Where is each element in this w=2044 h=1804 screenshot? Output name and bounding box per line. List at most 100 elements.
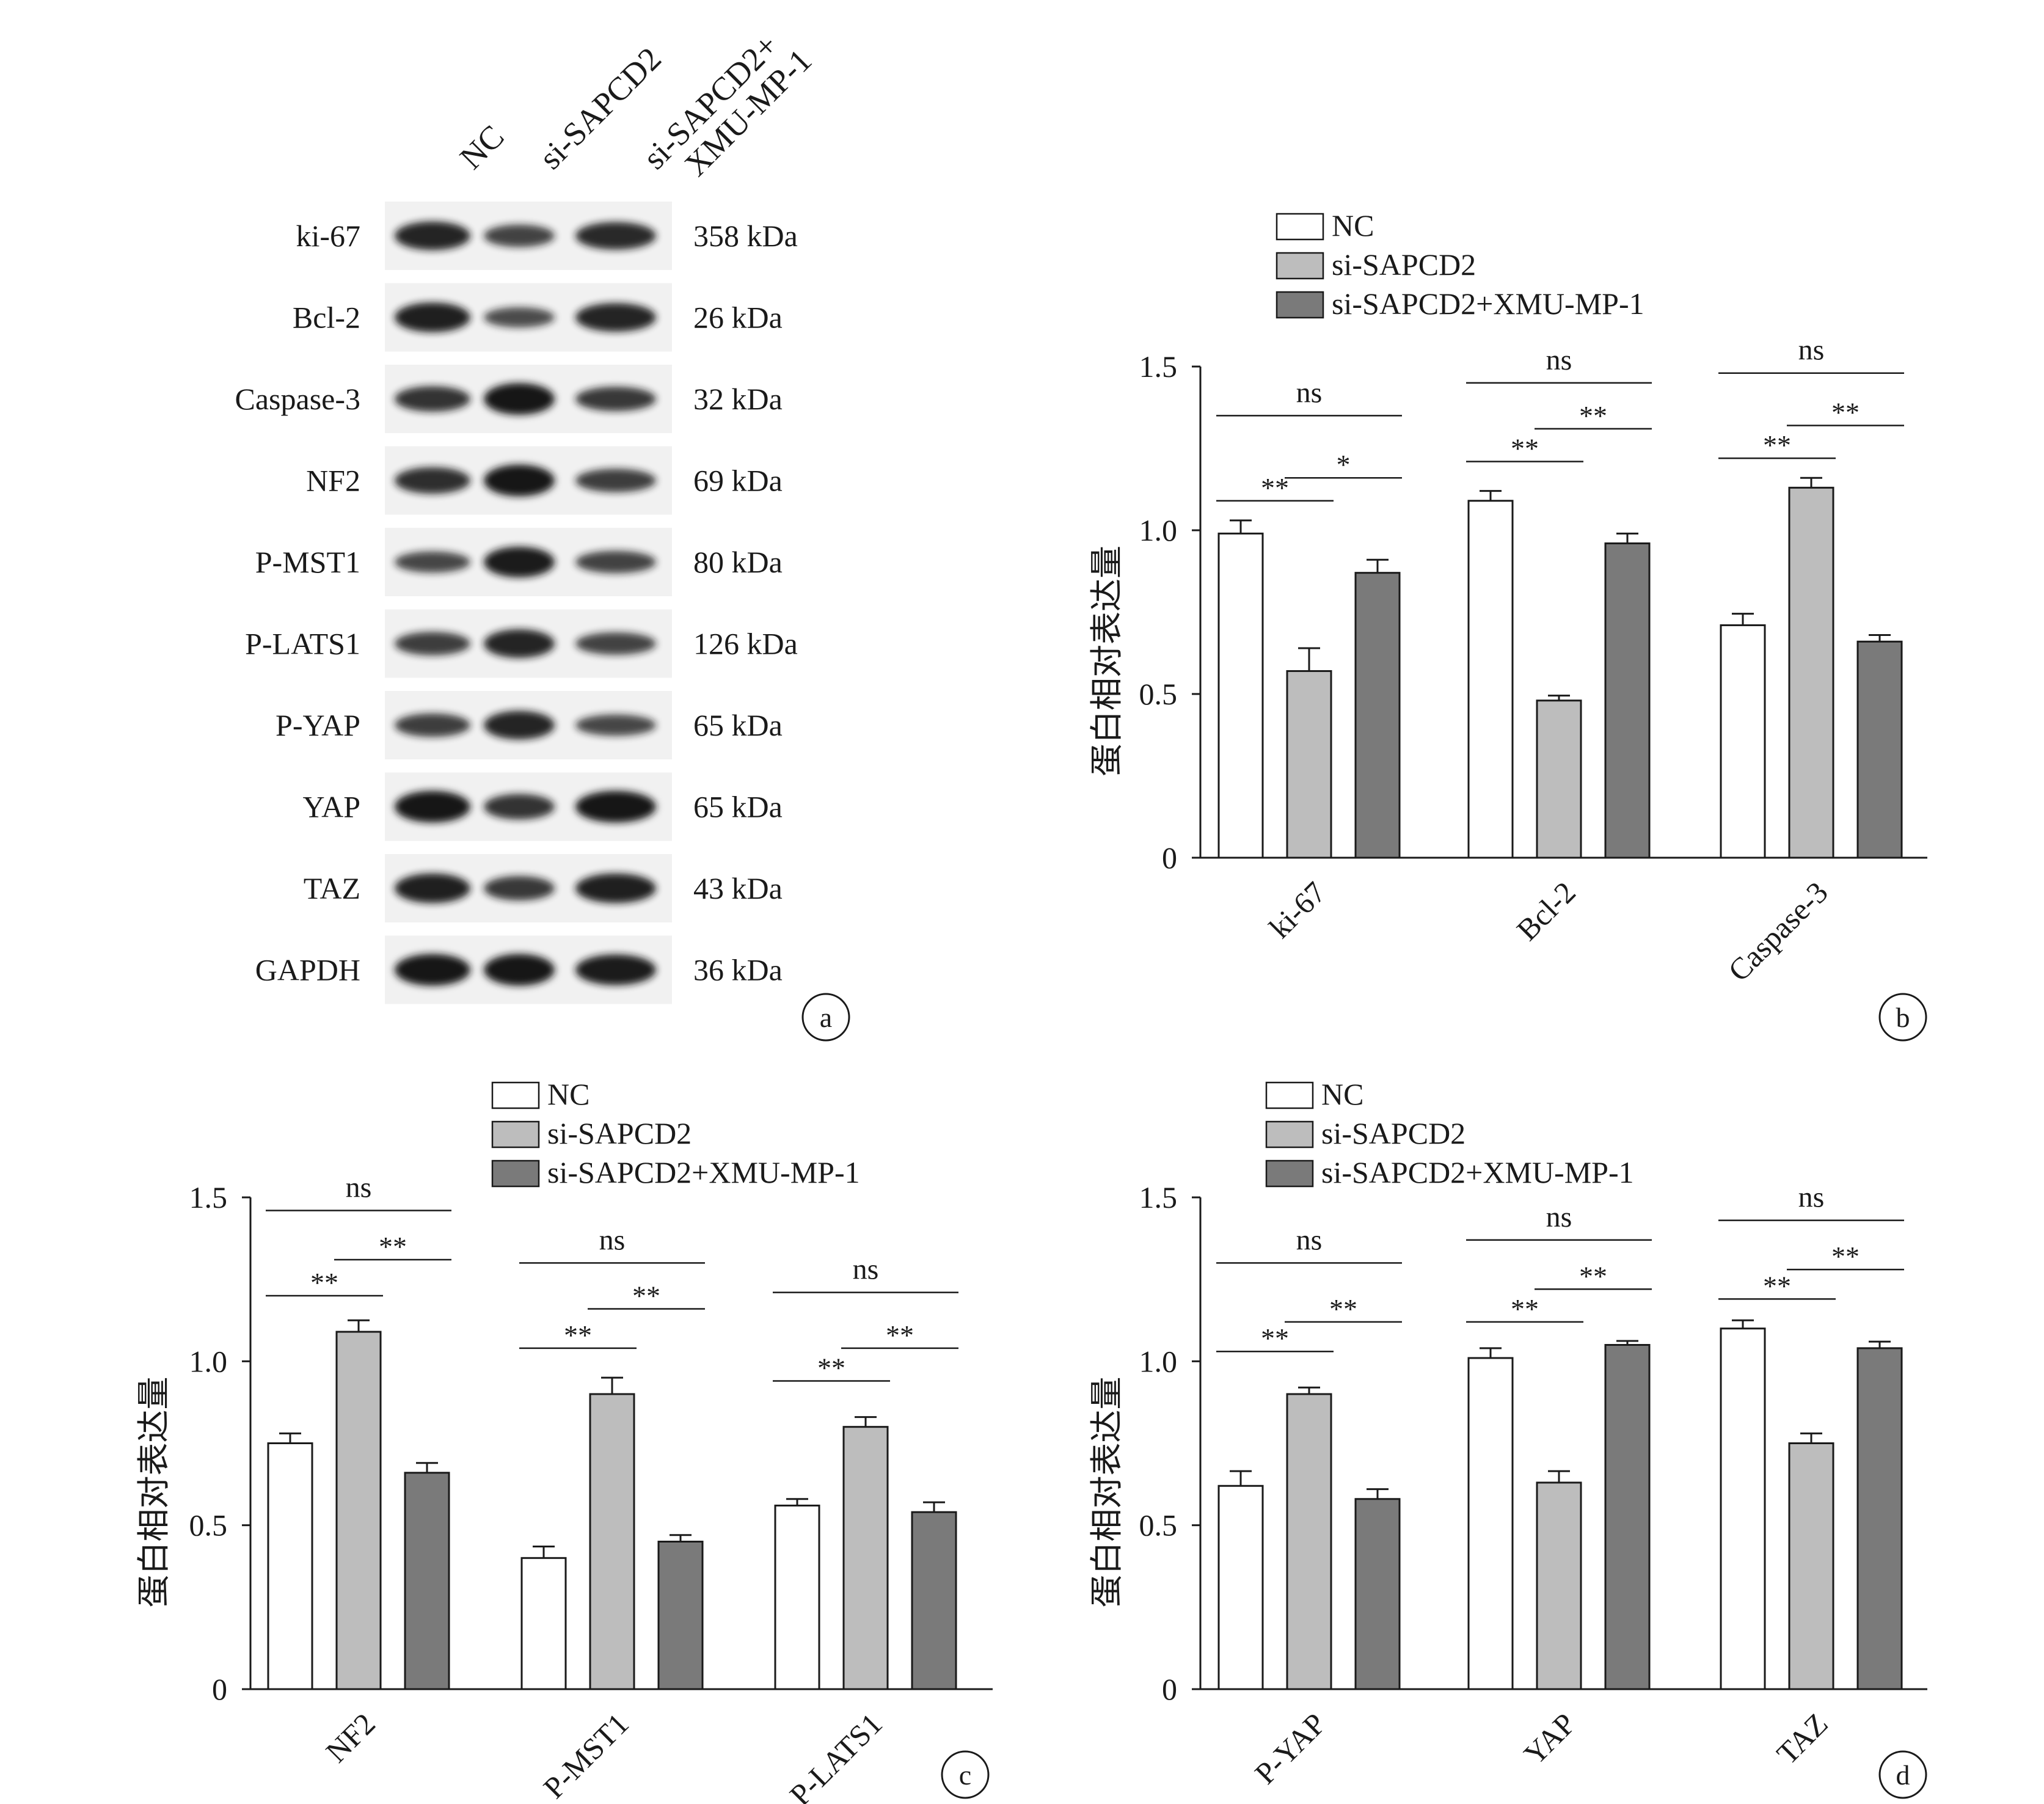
y-tick-label-3: 1.5 xyxy=(1139,349,1178,384)
y-tick-label-0: 0 xyxy=(1162,841,1177,875)
panel-a-label-circle xyxy=(801,993,850,1042)
blot-band-5-1 xyxy=(484,629,555,658)
x-tick-group-2: Caspase-3 xyxy=(1721,875,1834,988)
sig-label-6: ns xyxy=(1798,334,1825,367)
legend-label-2: si-SAPCD2+XMU-MP-1 xyxy=(547,1155,860,1189)
legend-label-2: si-SAPCD2+XMU-MP-1 xyxy=(1332,287,1644,321)
blot-band-3-0 xyxy=(395,467,470,494)
legend-label-2: si-SAPCD2+XMU-MP-1 xyxy=(1321,1155,1634,1189)
y-tick-label-2: 1.0 xyxy=(1139,513,1178,547)
legend-swatch-1 xyxy=(491,1120,540,1148)
legend-swatch-2 xyxy=(1276,291,1324,319)
bar-2-2 xyxy=(1856,1347,1903,1690)
x-tick-group-0: ki-67 xyxy=(1263,875,1332,944)
blot-band-1-1 xyxy=(484,307,555,328)
x-tick-label-2: Caspase-3 xyxy=(1721,875,1834,988)
size-label-7: 65 kDa xyxy=(693,790,783,824)
sig-label-5: ** xyxy=(1579,400,1607,431)
sig-label-1: ** xyxy=(310,1267,338,1298)
size-label-8: 43 kDa xyxy=(693,871,783,905)
sig-label-7: ** xyxy=(1763,429,1791,461)
y-tick-label-2: 1.0 xyxy=(189,1344,228,1378)
sig-label-6: ns xyxy=(853,1254,879,1286)
sig-label-2: ** xyxy=(1329,1293,1357,1324)
panel-c-label: c xyxy=(959,1759,971,1791)
sig-label-2: ** xyxy=(379,1231,407,1262)
legend-label-1: si-SAPCD2 xyxy=(1321,1116,1465,1150)
legend-swatch-2 xyxy=(1265,1159,1314,1188)
sig-label-2: * xyxy=(1337,449,1351,480)
bar-0-2 xyxy=(404,1472,450,1690)
sig-label-4: ** xyxy=(1511,1293,1539,1324)
blot-band-7-1 xyxy=(484,794,555,820)
x-tick-label-1: Bcl-2 xyxy=(1510,875,1582,947)
x-tick-group-1: Bcl-2 xyxy=(1510,875,1582,947)
bar-2-0 xyxy=(774,1504,820,1690)
blot-band-8-2 xyxy=(575,873,656,904)
bar-2-2 xyxy=(1856,640,1903,859)
blot-band-0-0 xyxy=(395,221,470,250)
size-label-3: 69 kDa xyxy=(693,464,783,498)
protein-label-9: GAPDH xyxy=(255,953,360,987)
panel-c-bar-chart: NC si-SAPCD2 si-SAPCD2+XMU-MP-1 0 0.5 1.0 1.5 蛋… xyxy=(136,1077,993,1804)
bar-1-1 xyxy=(589,1393,635,1690)
x-tick-label-0: ki-67 xyxy=(1263,875,1332,944)
bar-0-0 xyxy=(267,1442,313,1690)
blot-band-9-0 xyxy=(395,954,470,986)
blot-band-6-0 xyxy=(395,713,470,737)
legend-label-0: NC xyxy=(1332,208,1374,243)
size-label-9: 36 kDa xyxy=(693,953,783,987)
size-label-0: 358 kDa xyxy=(693,219,798,253)
lane-header-0: NC xyxy=(453,118,511,176)
bar-0-0 xyxy=(1217,532,1264,859)
blot-band-4-0 xyxy=(395,551,470,573)
bar-1-2 xyxy=(657,1541,704,1690)
sig-label-5: ** xyxy=(1579,1260,1607,1291)
x-tick-group-0: P-YAP xyxy=(1248,1706,1332,1791)
legend-swatch-0 xyxy=(491,1081,540,1109)
bar-0-0 xyxy=(1217,1484,1264,1690)
blot-band-8-1 xyxy=(484,875,555,901)
panel-b-label: b xyxy=(1896,1002,1910,1033)
panel-a-label: a xyxy=(820,1002,832,1033)
protein-label-1: Bcl-2 xyxy=(293,301,360,335)
sig-label-5: ** xyxy=(632,1280,660,1311)
x-tick-label-0: P-YAP xyxy=(1248,1706,1332,1791)
bar-0-1 xyxy=(335,1331,382,1690)
y-tick-label-1: 0.5 xyxy=(1139,677,1178,711)
blot-band-1-2 xyxy=(575,303,656,332)
protein-label-0: ki-67 xyxy=(296,219,360,253)
x-tick-label-2: TAZ xyxy=(1770,1706,1834,1771)
y-axis-label: 蛋白相对表达量 xyxy=(136,1377,172,1608)
blot-band-5-2 xyxy=(575,632,656,655)
protein-label-3: NF2 xyxy=(306,464,360,498)
bar-2-0 xyxy=(1720,1327,1766,1690)
size-label-2: 32 kDa xyxy=(693,382,783,416)
sig-label-0: ns xyxy=(1296,376,1323,409)
blot-band-5-0 xyxy=(395,632,470,656)
legend-label-1: si-SAPCD2 xyxy=(1332,247,1476,282)
bar-1-0 xyxy=(1467,500,1514,859)
size-label-4: 80 kDa xyxy=(693,545,783,579)
legend-swatch-2 xyxy=(491,1159,540,1188)
lane-header-2: si-SAPCD2+XMU-MP-1 xyxy=(636,27,819,183)
panel-d-label-circle xyxy=(1878,1750,1927,1799)
y-tick-label-1: 0.5 xyxy=(189,1508,228,1543)
panel-d-bar-chart: NC si-SAPCD2 si-SAPCD2+XMU-MP-1 0 0.5 1.0 1.5 蛋… xyxy=(1089,1077,1927,1799)
bar-2-2 xyxy=(911,1511,957,1690)
legend-label-1: si-SAPCD2 xyxy=(547,1116,692,1150)
sig-label-6: ns xyxy=(1798,1181,1825,1214)
protein-label-5: P-LATS1 xyxy=(245,627,360,661)
bar-2-1 xyxy=(842,1426,889,1690)
protein-label-7: YAP xyxy=(303,790,360,824)
panel-c-label-circle xyxy=(941,1750,990,1799)
sig-label-0: ns xyxy=(1296,1224,1323,1256)
blot-band-0-1 xyxy=(484,224,555,247)
y-tick-label-3: 1.5 xyxy=(1139,1180,1178,1214)
blot-band-7-0 xyxy=(395,791,470,823)
x-tick-group-0: NF2 xyxy=(319,1706,381,1769)
sig-label-0: ns xyxy=(346,1171,372,1203)
blot-band-3-2 xyxy=(575,469,656,492)
y-tick-label-1: 0.5 xyxy=(1139,1508,1178,1543)
